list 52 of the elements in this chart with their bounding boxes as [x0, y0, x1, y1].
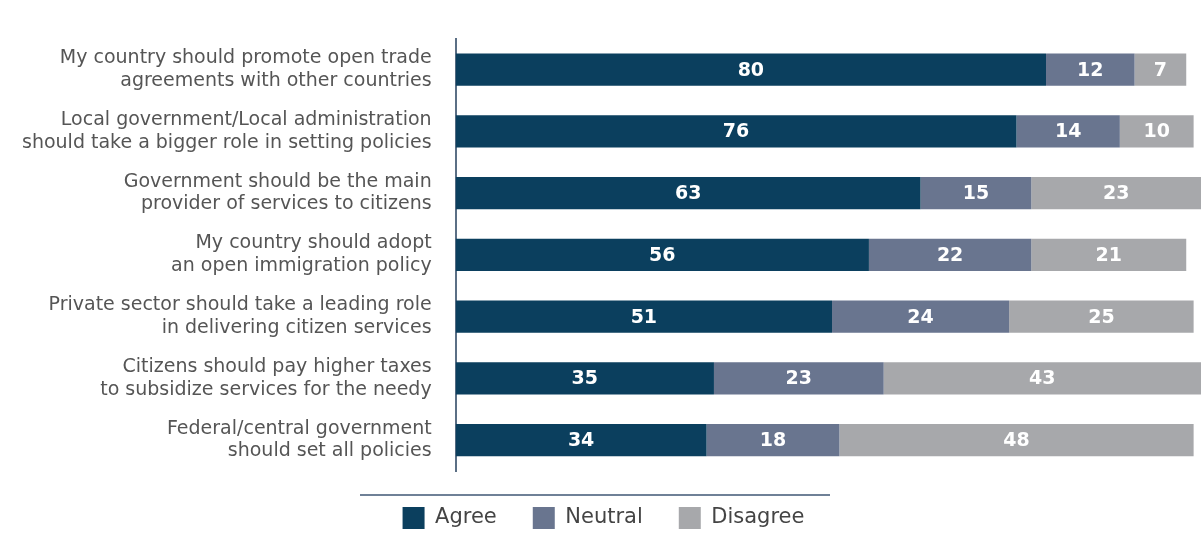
bar [1031, 177, 1201, 210]
bar [839, 424, 1194, 457]
data-label: 43 [1029, 366, 1056, 389]
y-tick-label: My country should adopt an open immigration policy [171, 230, 432, 276]
data-label: 14 [1054, 119, 1082, 142]
bar [883, 362, 1201, 395]
legend-label: Disagree [711, 504, 805, 529]
y-tick-label: Federal/central government should set all policies [166, 415, 432, 461]
legend-label: Neutral [565, 504, 643, 529]
data-label: 24 [907, 304, 934, 327]
bar [455, 238, 869, 271]
y-tick-label: My country should promote open trade agreements with other countries [59, 45, 432, 91]
data-label: 23 [785, 366, 813, 389]
data-label: 10 [1143, 119, 1170, 142]
bar [455, 115, 1017, 148]
data-label: 56 [649, 242, 676, 265]
bar [1119, 115, 1194, 148]
bar [706, 424, 840, 457]
data-label: 34 [567, 428, 595, 451]
data-label: 25 [1088, 304, 1115, 327]
data-label: 12 [1077, 57, 1104, 80]
data-label: 22 [936, 242, 964, 265]
bar [868, 238, 1032, 271]
data-label: 7 [1153, 57, 1168, 80]
bar [832, 300, 1010, 333]
data-label: 35 [571, 366, 599, 389]
data-label: 15 [962, 181, 990, 204]
data-label: 80 [737, 57, 765, 80]
y-tick-label: Local government/Local administration should take a bigger role in setting policies [22, 106, 432, 152]
data-label: 48 [1003, 428, 1030, 451]
bar [713, 362, 884, 395]
bar [1134, 53, 1187, 86]
data-label: 51 [630, 304, 658, 327]
bar [455, 53, 1047, 86]
bar [455, 177, 921, 210]
bar [1009, 300, 1194, 333]
bar [455, 362, 714, 395]
bar [455, 300, 833, 333]
bar [920, 177, 1032, 210]
bar [1016, 115, 1120, 148]
y-tick-label: Citizens should pay higher taxes to subsidize services for the needy [100, 353, 432, 399]
data-label: 63 [674, 181, 702, 204]
bar [1031, 238, 1187, 271]
bar [455, 424, 707, 457]
data-label: 21 [1095, 242, 1122, 265]
legend-label: Agree [435, 504, 497, 529]
bar [1046, 53, 1135, 86]
data-label: 18 [759, 428, 787, 451]
y-tick-label: Private sector should take a leading role in delivering citizen services [48, 292, 432, 337]
data-label: 23 [1102, 181, 1130, 204]
data-label: 76 [722, 119, 750, 142]
y-tick-label: Government should be the main provider of services to citizens [123, 168, 432, 214]
